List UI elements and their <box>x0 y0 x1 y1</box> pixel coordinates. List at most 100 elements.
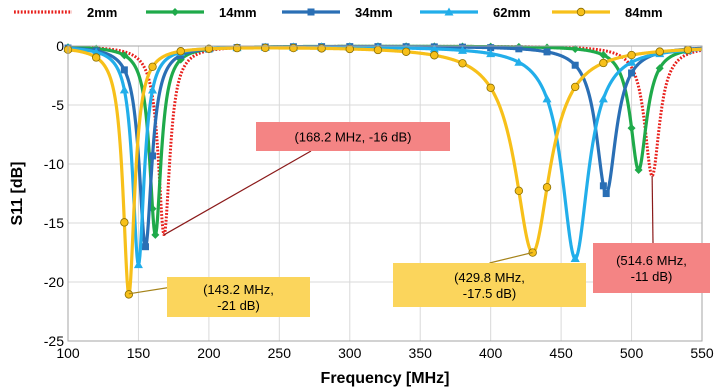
series-marker-84mm <box>514 186 524 196</box>
annotation-label: -17.5 dB) <box>463 286 516 301</box>
series-marker-84mm <box>148 62 157 71</box>
series-marker-84mm <box>576 7 586 17</box>
annotation-label: -21 dB) <box>217 298 260 313</box>
annotation-label: (168.2 MHz, -16 dB) <box>294 130 411 145</box>
annotation-box <box>393 263 586 307</box>
annotation-box <box>256 122 450 151</box>
series-line-84mm <box>67 46 703 296</box>
legend-label: 62mm <box>493 5 531 20</box>
legend-item-62mm: 62mm <box>420 5 531 20</box>
series-marker-62mm <box>148 85 158 94</box>
series-marker-34mm <box>628 69 636 77</box>
series-marker-62mm <box>429 44 439 53</box>
x-tick-label: 150 <box>127 345 151 361</box>
annotation-leader <box>489 251 533 264</box>
series-marker-84mm <box>430 51 439 60</box>
legend-item-84mm: 84mm <box>552 5 663 20</box>
legend-label: 34mm <box>355 5 393 20</box>
series-marker-62mm <box>133 260 143 269</box>
legend: 2mm 14mm 34mm 62mm 84mm <box>14 5 663 20</box>
series-marker-62mm <box>119 85 129 94</box>
annotations: (168.2 MHz, -16 dB) (143.2 MHz,-21 dB) (42… <box>128 122 710 317</box>
legend-item-14mm: 14mm <box>146 5 257 20</box>
y-tick-label: -25 <box>44 333 64 349</box>
series-marker-84mm <box>627 50 636 60</box>
series-marker-14mm <box>171 8 179 16</box>
annotation-label: (143.2 MHz, <box>203 282 274 297</box>
y-tick-label: 0 <box>56 38 64 54</box>
series-marker-14mm <box>120 51 129 60</box>
annotation-label: (429.8 MHz, <box>454 270 525 285</box>
x-tick-label: 200 <box>197 345 221 361</box>
series-marker-84mm <box>401 47 411 56</box>
annotation-0: (168.2 MHz, -16 dB) <box>163 122 450 236</box>
series-line-2mm <box>67 44 703 237</box>
series-marker-62mm <box>627 57 637 66</box>
series-marker-84mm <box>486 83 495 93</box>
series-lines <box>63 42 703 299</box>
series-marker-62mm <box>444 7 454 16</box>
series-marker-84mm <box>542 183 552 192</box>
y-tick-label: -5 <box>52 97 65 113</box>
series-marker-14mm <box>634 165 643 174</box>
series-marker-14mm <box>151 230 160 239</box>
series-marker-62mm <box>514 57 524 66</box>
axes: 100 150 200 250 300 350 400 450 500 550 0 -5 -10 -15 -… <box>44 38 714 361</box>
series-marker-62mm <box>598 94 608 103</box>
series-marker-34mm <box>599 182 607 190</box>
annotation-box <box>593 243 710 293</box>
series-marker-84mm <box>655 47 664 56</box>
legend-item-34mm: 34mm <box>282 5 393 20</box>
legend-item-2mm: 2mm <box>14 5 117 20</box>
x-tick-label: 300 <box>338 345 362 361</box>
series-marker-34mm <box>602 190 610 198</box>
series-marker-34mm <box>141 243 149 251</box>
x-tick-label: 250 <box>268 345 292 361</box>
annotation-label: -11 dB) <box>631 269 673 284</box>
y-tick-label: -10 <box>44 156 64 172</box>
annotation-2: (429.8 MHz,-17.5 dB) <box>393 251 586 307</box>
series-marker-84mm <box>373 45 383 55</box>
series-2mm <box>67 44 703 237</box>
series-marker-84mm <box>289 43 298 53</box>
series-marker-84mm <box>204 44 214 53</box>
series-marker-62mm <box>91 47 101 56</box>
series-marker-62mm <box>486 49 496 58</box>
series-marker-84mm <box>176 47 185 56</box>
series-marker-34mm <box>120 66 128 74</box>
legend-label: 14mm <box>219 5 257 20</box>
y-axis-title: S11 [dB] <box>9 161 26 225</box>
annotation-1: (143.2 MHz,-21 dB) <box>128 277 310 317</box>
x-tick-label: 450 <box>549 345 573 361</box>
series-marker-62mm <box>570 253 580 262</box>
series-marker-14mm <box>627 124 636 133</box>
annotation-box <box>167 277 310 317</box>
series-marker-34mm <box>307 8 315 16</box>
x-tick-label: 100 <box>56 345 80 361</box>
legend-label: 2mm <box>87 5 117 20</box>
series-marker-34mm <box>543 48 551 56</box>
y-tick-label: -20 <box>44 274 64 290</box>
series-marker-84mm <box>458 59 467 68</box>
annotation-3: (514.6 MHz,-11 dB) <box>593 175 710 293</box>
series-marker-84mm <box>91 53 101 62</box>
x-tick-label: 550 <box>690 345 714 361</box>
series-marker-84mm <box>683 45 693 54</box>
annotation-leader <box>163 150 312 236</box>
annotation-leader <box>128 286 173 295</box>
series-marker-84mm <box>120 218 129 227</box>
x-tick-label: 350 <box>409 345 433 361</box>
legend-label: 84mm <box>625 5 663 20</box>
series-marker-84mm <box>345 44 354 54</box>
series-line-62mm <box>67 45 703 267</box>
series-62mm <box>63 42 703 269</box>
series-marker-34mm <box>571 61 579 69</box>
plot-frame <box>67 45 703 342</box>
series-marker-84mm <box>124 290 134 299</box>
series-marker-84mm <box>261 43 270 53</box>
series-marker-14mm <box>599 51 608 60</box>
series-marker-84mm <box>232 43 242 53</box>
x-tick-label: 500 <box>620 345 644 361</box>
series-marker-14mm <box>655 64 664 73</box>
